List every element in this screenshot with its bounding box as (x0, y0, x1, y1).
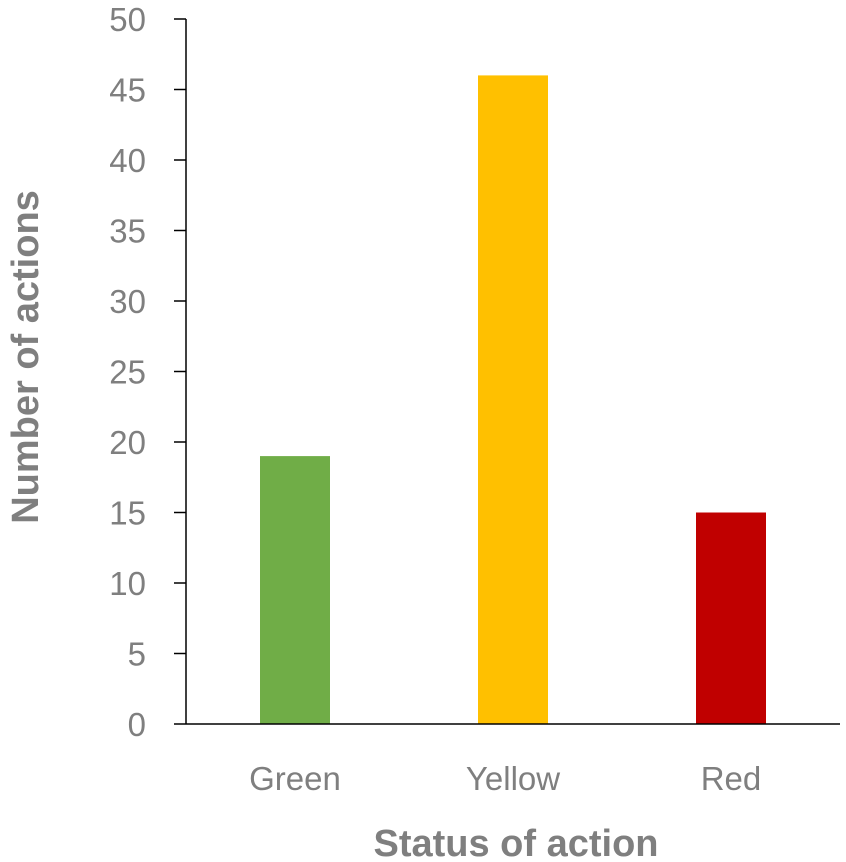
y-axis-title: Number of actions (5, 190, 47, 524)
y-tick-label: 15 (109, 495, 146, 532)
y-tick-label: 35 (109, 213, 146, 250)
bars (260, 75, 766, 724)
x-axis-title: Status of action (373, 823, 658, 862)
y-tick-label: 0 (128, 706, 146, 743)
bar-green (260, 456, 330, 724)
x-category-label: Red (701, 760, 762, 797)
y-tick-label: 25 (109, 354, 146, 391)
y-tick-label: 50 (109, 1, 146, 38)
x-category-label: Yellow (466, 760, 560, 797)
x-category-label: Green (249, 760, 341, 797)
y-tick-label: 45 (109, 72, 146, 109)
bar-yellow (478, 75, 548, 724)
y-tick-label: 30 (109, 283, 146, 320)
y-tick-label: 10 (109, 565, 146, 602)
y-tick-label: 20 (109, 424, 146, 461)
y-tick-label: 40 (109, 142, 146, 179)
y-tick-label: 5 (128, 636, 146, 673)
x-axis-categories: Green Yellow Red (249, 760, 761, 797)
bar-red (696, 512, 766, 724)
y-axis-ticks: 0 5 10 15 20 25 30 35 40 45 50 (109, 1, 186, 743)
